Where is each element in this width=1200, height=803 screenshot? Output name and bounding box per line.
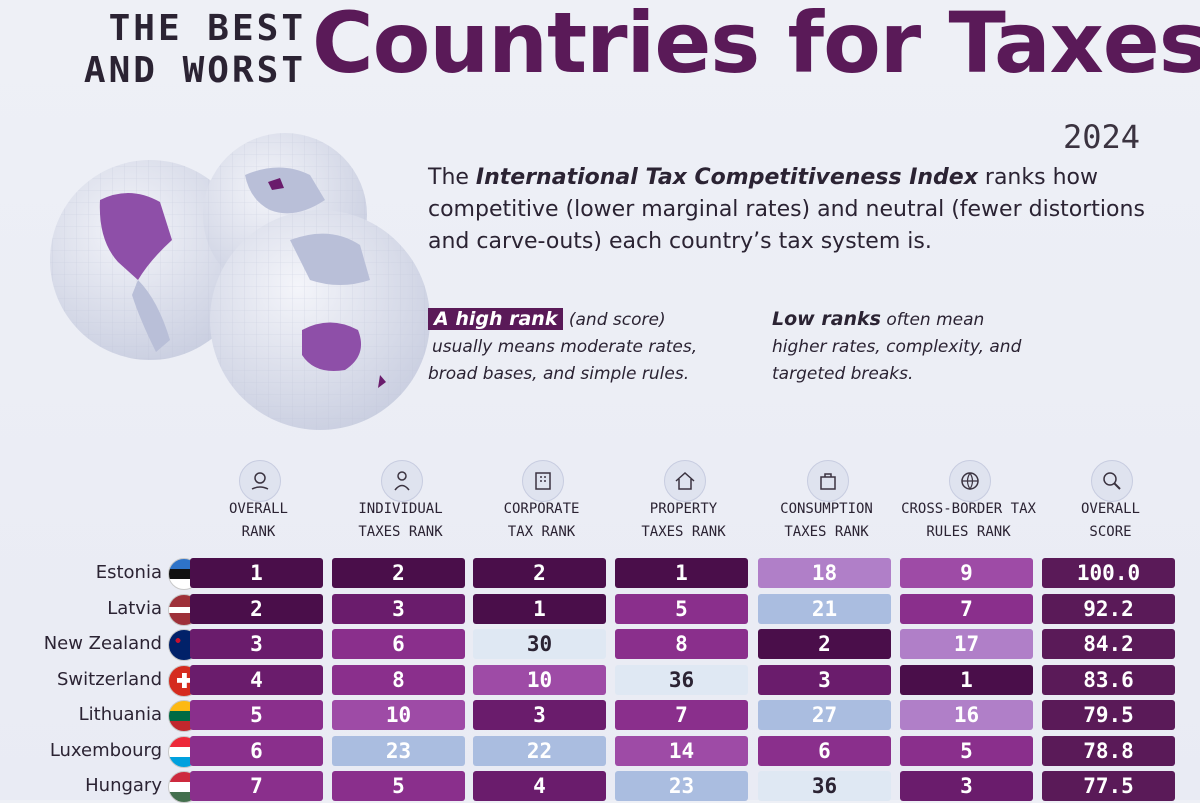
- column-header: INDIVIDUAL TAXES RANK: [358, 501, 443, 540]
- rank-cell: 8: [332, 664, 465, 695]
- globe-americas: [50, 160, 250, 360]
- rank-cell: 6: [758, 735, 891, 766]
- rank-cell: 21: [758, 593, 891, 624]
- country-label: Switzerland: [57, 668, 162, 690]
- rank-cell: 2: [190, 593, 323, 624]
- column-header: CROSS-BORDER TAX RULES RANK: [901, 501, 1036, 540]
- rank-cell: 3: [758, 664, 891, 695]
- rank-cell: 5: [332, 771, 465, 801]
- rank-cell: 9: [900, 558, 1033, 588]
- country-label: Lithuania: [78, 704, 162, 725]
- rank-cell: 23: [615, 771, 748, 801]
- score-cell: 84.2: [1042, 629, 1175, 659]
- rank-cell: 14: [615, 735, 748, 766]
- high-rank-text: usually means moderate rates, broad base…: [428, 337, 698, 384]
- high-rank-tag: A high rank: [428, 308, 564, 330]
- score-cell: 78.8: [1042, 735, 1175, 766]
- rank-cell: 6: [190, 735, 323, 766]
- rank-cell: 1: [615, 558, 748, 588]
- office-icon: [521, 460, 564, 502]
- house-icon: [663, 460, 706, 502]
- intro-text: The International Tax Competitiveness In…: [428, 162, 1148, 258]
- rank-cell: 4: [190, 664, 323, 695]
- country-label: Estonia: [95, 562, 162, 583]
- score-cell: 92.2: [1042, 593, 1175, 624]
- country-label: Latvia: [107, 597, 162, 619]
- rank-cell: 6: [332, 629, 465, 659]
- rank-cell: 5: [615, 593, 748, 624]
- rank-cell: 27: [758, 700, 891, 730]
- rank-cell: 7: [190, 771, 323, 801]
- person-icon: [380, 460, 423, 502]
- page-title: Countries for Taxes: [312, 0, 1200, 92]
- score-cell: 77.5: [1042, 771, 1175, 801]
- rank-cell: 10: [473, 664, 606, 695]
- hand-coin-icon: [238, 460, 281, 502]
- column-header: CORPORATE TAX RANK: [503, 501, 580, 540]
- rank-cell: 3: [332, 593, 465, 624]
- supertitle: THE BEST AND WORST: [56, 8, 306, 92]
- high-rank-note: A high rank (and score) usually means mo…: [428, 306, 748, 388]
- score-cell: 79.5: [1042, 700, 1175, 730]
- year-label: 2024: [1062, 118, 1140, 156]
- shopping-bag-icon: [806, 460, 849, 502]
- intro-index-name: International Tax Competitiveness Index: [475, 165, 978, 190]
- low-rank-note: Low ranks often mean higher rates, compl…: [772, 306, 1032, 388]
- rank-cell: 5: [900, 735, 1033, 766]
- rank-cell: 5: [190, 700, 323, 730]
- rank-cell: 3: [900, 771, 1033, 801]
- column-header: PROPERTY TAXES RANK: [641, 501, 726, 540]
- globe-oceania: [210, 210, 430, 430]
- magnifier-icon: [1090, 460, 1133, 502]
- country-label: New Zealand: [43, 633, 162, 654]
- rank-cell: 3: [190, 629, 323, 659]
- rank-cell: 10: [332, 700, 465, 730]
- rank-cell: 4: [473, 771, 606, 801]
- rank-cell: 1: [190, 558, 323, 588]
- rank-cell: 22: [473, 735, 606, 766]
- rank-cell: 18: [758, 558, 891, 588]
- rank-cell: 30: [473, 629, 606, 659]
- country-label: Hungary: [85, 775, 162, 796]
- column-header: OVERALL RANK: [228, 501, 288, 540]
- score-cell: 83.6: [1042, 664, 1175, 695]
- rank-cell: 3: [473, 700, 606, 730]
- rank-cell: 16: [900, 700, 1033, 730]
- rank-cell: 36: [758, 771, 891, 801]
- rank-cell: 2: [758, 629, 891, 659]
- rank-cell: 1: [473, 593, 606, 624]
- low-rank-tag: Low ranks: [772, 308, 881, 330]
- rank-cell: 2: [332, 558, 465, 588]
- rank-cell: 23: [332, 735, 465, 766]
- rank-cell: 17: [900, 629, 1033, 659]
- column-header: CONSUMPTION TAXES RANK: [780, 501, 873, 540]
- score-cell: 100.0: [1042, 558, 1175, 588]
- rank-cell: 8: [615, 629, 748, 659]
- intro-pre: The: [428, 165, 476, 190]
- intro-post: ranks how competitive (lower marginal ra…: [428, 165, 1145, 254]
- country-label: Luxembourg: [49, 739, 162, 761]
- rank-cell: 36: [615, 664, 748, 695]
- rank-cell: 7: [900, 593, 1033, 624]
- globe-icon: [948, 460, 991, 502]
- supertitle-line1: THE BEST: [108, 8, 306, 49]
- low-rank-text: often mean higher rates, complexity, and…: [772, 310, 1022, 384]
- supertitle-line2: AND WORST: [83, 50, 306, 91]
- column-header: OVERALL SCORE: [1080, 501, 1140, 540]
- rank-cell: 1: [900, 664, 1033, 695]
- globes-illustration: [50, 133, 430, 430]
- rank-cell: 7: [615, 700, 748, 730]
- high-rank-paren: (and score): [563, 310, 666, 330]
- rank-cell: 2: [473, 558, 606, 588]
